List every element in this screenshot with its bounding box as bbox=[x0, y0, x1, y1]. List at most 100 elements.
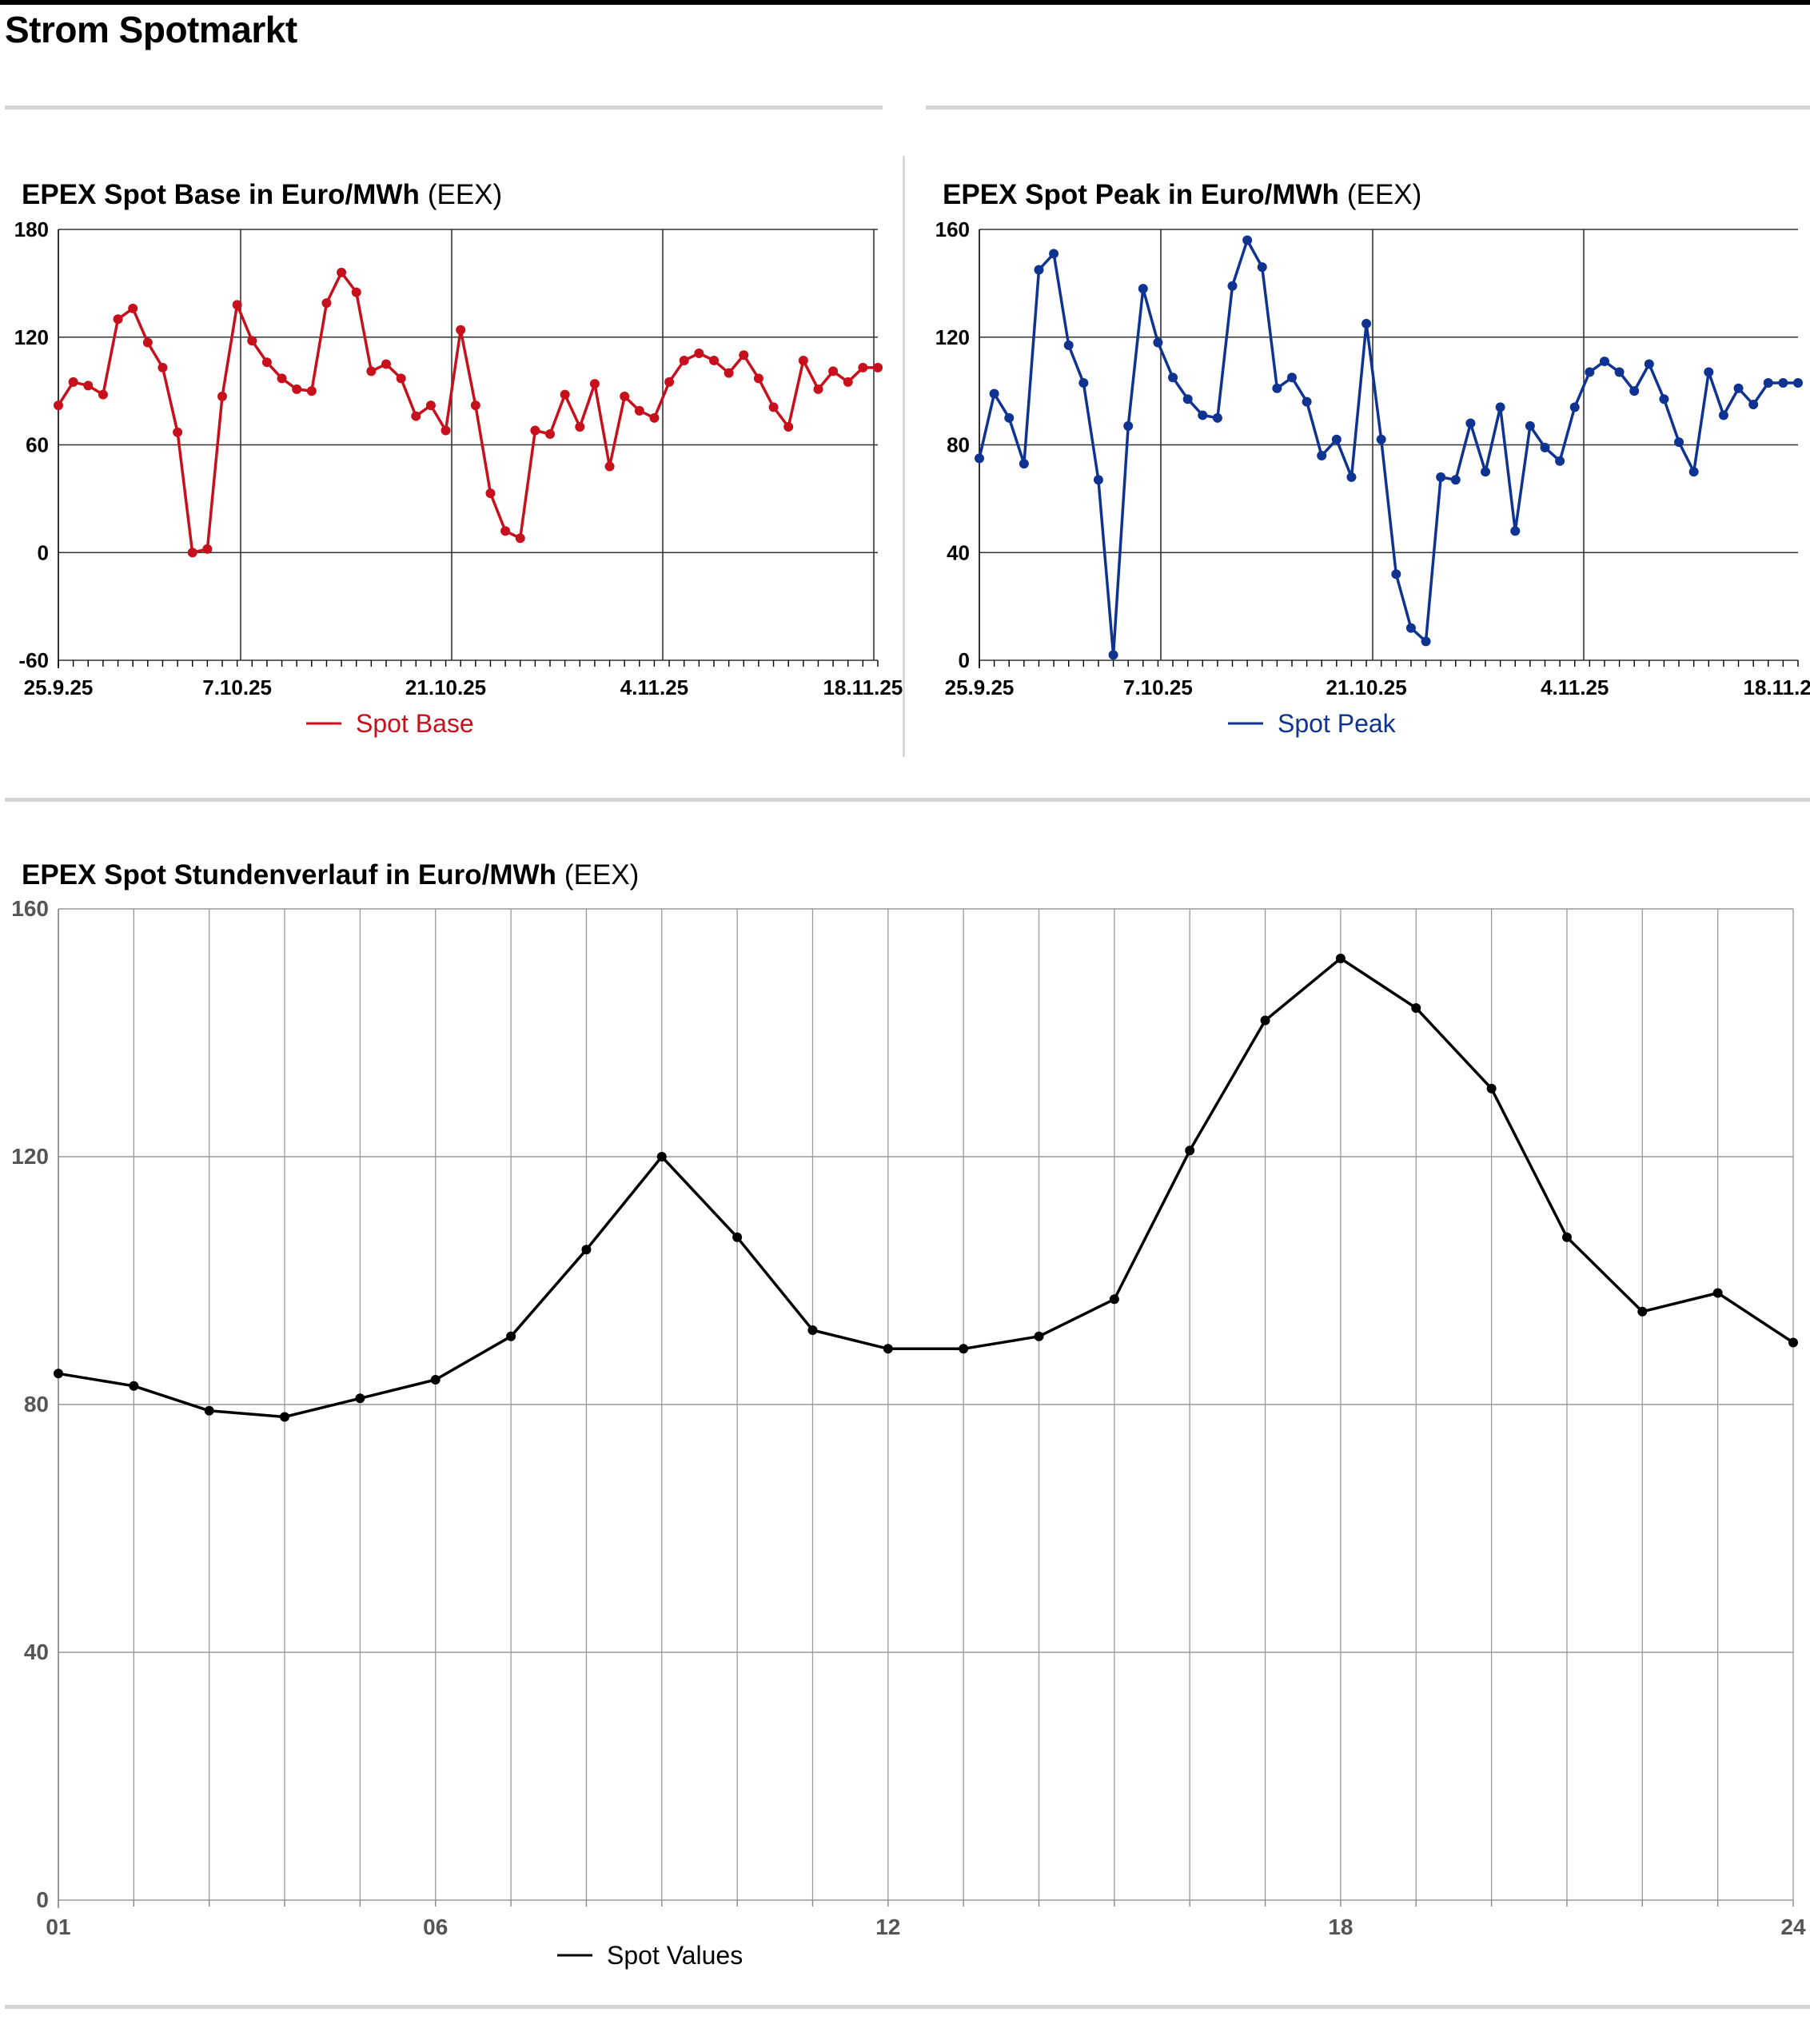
hourly-y-tick-label: 160 bbox=[11, 896, 49, 921]
base-data-point bbox=[83, 381, 94, 391]
hourly-data-point bbox=[656, 1152, 667, 1161]
peak-y-tick-label: 40 bbox=[947, 540, 970, 564]
base-data-point bbox=[441, 425, 451, 436]
peak-data-point bbox=[1331, 434, 1342, 444]
base-data-point bbox=[306, 386, 317, 396]
peak-data-point bbox=[1376, 434, 1386, 444]
base-data-point bbox=[604, 461, 615, 472]
peak-data-point bbox=[1198, 410, 1208, 420]
peak-data-point bbox=[1659, 394, 1669, 404]
peak-data-point bbox=[1421, 636, 1431, 647]
peak-data-point bbox=[1748, 399, 1759, 409]
peak-data-point bbox=[1510, 526, 1521, 536]
hourly-chart-title: EPEX Spot Stundenverlauf in Euro/MWh (EEX… bbox=[22, 859, 639, 891]
base-data-point bbox=[247, 336, 257, 346]
base-data-point bbox=[873, 362, 883, 373]
base-data-point bbox=[68, 377, 78, 387]
base-data-point bbox=[187, 548, 197, 558]
hourly-data-point bbox=[1486, 1083, 1497, 1094]
peak-chart-title: EPEX Spot Peak in Euro/MWh (EEX) bbox=[943, 179, 1421, 211]
peak-legend-label: Spot Peak bbox=[1278, 709, 1397, 738]
base-y-tick-label: 120 bbox=[14, 325, 49, 349]
base-data-point bbox=[798, 355, 808, 365]
base-data-point bbox=[142, 337, 153, 348]
base-data-point bbox=[470, 400, 480, 411]
hourly-data-point bbox=[581, 1245, 592, 1255]
base-x-tick-label: 4.11.25 bbox=[620, 675, 688, 699]
base-legend-label: Spot Base bbox=[356, 709, 474, 738]
peak-y-tick-label: 160 bbox=[935, 217, 970, 241]
base-chart: -60 0 60 120 180 25.9.25 7.10.25 21.10.25 4.11.2… bbox=[14, 217, 903, 738]
peak-data-point bbox=[1212, 412, 1222, 423]
base-data-point bbox=[381, 359, 391, 369]
peak-chart-title-text: EPEX Spot Peak in Euro/MWh bbox=[943, 179, 1339, 210]
hourly-x-tick-label: 01 bbox=[46, 1915, 70, 1939]
base-data-point bbox=[634, 405, 644, 416]
base-chart-source: (EEX) bbox=[427, 179, 503, 210]
base-data-point bbox=[261, 357, 272, 368]
base-data-point bbox=[515, 533, 525, 544]
base-data-point bbox=[217, 391, 227, 401]
peak-data-point bbox=[1153, 337, 1163, 348]
base-x-tick-label: 7.10.25 bbox=[202, 675, 272, 699]
peak-data-point bbox=[1257, 262, 1267, 273]
base-data-point bbox=[828, 366, 839, 377]
base-data-point bbox=[321, 298, 332, 309]
peak-y-tick-label: 0 bbox=[959, 648, 970, 672]
peak-data-point bbox=[1644, 359, 1654, 369]
base-data-point bbox=[232, 300, 242, 310]
base-data-point bbox=[843, 377, 853, 387]
base-data-point bbox=[98, 389, 108, 400]
peak-data-point bbox=[1123, 420, 1134, 431]
hourly-data-point bbox=[1034, 1331, 1044, 1341]
peak-data-point bbox=[1569, 402, 1580, 412]
base-data-point bbox=[485, 488, 496, 499]
peak-data-point bbox=[1346, 472, 1357, 482]
base-data-point bbox=[858, 362, 868, 373]
base-data-point bbox=[157, 362, 168, 373]
divider-bottom bbox=[5, 2005, 1810, 2009]
base-y-tick-label: 60 bbox=[26, 433, 49, 457]
peak-x-tick-label: 4.11.25 bbox=[1541, 675, 1609, 699]
base-data-point bbox=[411, 411, 421, 421]
peak-data-point bbox=[975, 453, 984, 464]
hourly-data-point bbox=[204, 1405, 214, 1416]
peak-data-point bbox=[1436, 472, 1446, 482]
base-data-point bbox=[664, 377, 675, 387]
hourly-data-point bbox=[807, 1325, 818, 1335]
hourly-chart-title-text: EPEX Spot Stundenverlauf in Euro/MWh bbox=[22, 859, 556, 891]
base-data-point bbox=[589, 379, 600, 389]
hourly-data-point bbox=[883, 1344, 893, 1354]
peak-data-point bbox=[1629, 386, 1640, 396]
chart-separator bbox=[903, 156, 905, 757]
base-chart-title: EPEX Spot Base in Euro/MWh (EEX) bbox=[22, 179, 502, 211]
base-series-line bbox=[57, 271, 878, 555]
divider-middle bbox=[5, 798, 1810, 802]
base-data-point bbox=[739, 350, 749, 361]
peak-data-point bbox=[1465, 418, 1476, 428]
hourly-series-line bbox=[58, 957, 1794, 1419]
hourly-data-point bbox=[1712, 1288, 1723, 1298]
hourly-data-point bbox=[1637, 1306, 1648, 1317]
peak-data-point bbox=[1778, 378, 1788, 388]
base-data-point bbox=[425, 400, 436, 411]
base-x-tick-label: 18.11.25 bbox=[823, 675, 903, 699]
peak-x-tick-label: 7.10.25 bbox=[1123, 675, 1193, 699]
base-data-point bbox=[560, 389, 570, 400]
hourly-data-point bbox=[1260, 1015, 1270, 1026]
base-data-point bbox=[396, 373, 406, 384]
hourly-data-point bbox=[1335, 954, 1346, 963]
hourly-legend-label: Spot Values bbox=[607, 1941, 743, 1970]
peak-data-point bbox=[1182, 394, 1193, 404]
base-x-tick-label: 25.9.25 bbox=[24, 675, 94, 699]
hourly-y-tick-label: 80 bbox=[24, 1392, 49, 1416]
base-data-point bbox=[768, 402, 779, 412]
peak-data-point bbox=[1763, 378, 1773, 388]
base-data-point bbox=[575, 422, 585, 432]
peak-data-point bbox=[1272, 383, 1282, 393]
peak-x-tick-label: 21.10.25 bbox=[1326, 675, 1406, 699]
hourly-y-tick-label: 120 bbox=[11, 1144, 49, 1169]
hourly-data-point bbox=[506, 1331, 516, 1341]
base-data-point bbox=[351, 287, 361, 297]
